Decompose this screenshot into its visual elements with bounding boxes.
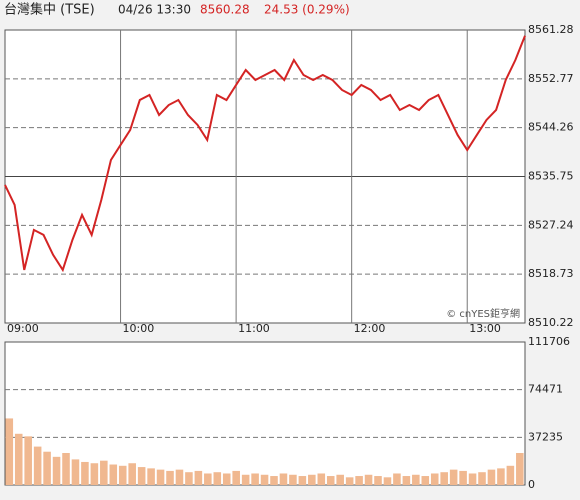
volume-bar bbox=[487, 469, 496, 485]
y-tick-label: 8561.28 bbox=[528, 23, 574, 36]
volume-bar bbox=[81, 461, 89, 485]
x-tick-label: 10:00 bbox=[123, 322, 155, 335]
volume-bar bbox=[204, 473, 212, 485]
volume-bar bbox=[279, 473, 288, 485]
volume-bar bbox=[345, 477, 354, 485]
y-tick-label: 8544.26 bbox=[528, 121, 574, 134]
x-tick-label: 12:00 bbox=[354, 322, 386, 335]
volume-bar bbox=[289, 474, 297, 485]
volume-bar bbox=[506, 465, 515, 485]
y-tick-label: 111706 bbox=[528, 335, 570, 348]
volume-bar bbox=[402, 476, 411, 485]
volume-bar bbox=[393, 473, 401, 485]
volume-bar bbox=[33, 446, 42, 485]
volume-bar bbox=[241, 474, 250, 485]
volume-bar bbox=[14, 433, 23, 485]
volume-bar bbox=[478, 472, 486, 485]
volume-bar bbox=[374, 476, 382, 485]
y-tick-label: 37235 bbox=[528, 430, 563, 443]
volume-bar bbox=[156, 469, 165, 485]
volume-bar bbox=[43, 451, 51, 485]
volume-bar bbox=[449, 469, 458, 485]
volume-bar bbox=[298, 476, 307, 485]
volume-bar bbox=[459, 470, 467, 485]
volume-bar bbox=[166, 470, 174, 485]
volume-bar bbox=[52, 456, 61, 485]
volume-bar bbox=[175, 469, 184, 485]
volume-bar bbox=[468, 473, 477, 485]
volume-panel bbox=[4, 341, 526, 486]
volume-bar bbox=[147, 468, 155, 485]
volume-bar bbox=[421, 476, 430, 485]
volume-bar bbox=[440, 472, 448, 485]
y-tick-label: 8510.22 bbox=[528, 316, 574, 329]
price-line bbox=[4, 35, 526, 273]
volume-bar bbox=[194, 470, 203, 485]
volume-bar bbox=[430, 473, 439, 485]
volume-bar bbox=[497, 468, 505, 485]
volume-bar bbox=[100, 460, 108, 485]
volume-bar bbox=[355, 476, 363, 485]
y-tick-label: 74471 bbox=[528, 383, 563, 396]
volume-bar bbox=[270, 476, 278, 485]
volume-bar bbox=[232, 470, 240, 485]
volume-bar bbox=[213, 472, 222, 485]
volume-bar bbox=[222, 473, 231, 485]
volume-bar bbox=[251, 473, 259, 485]
x-tick-label: 11:00 bbox=[238, 322, 270, 335]
datetime: 04/26 13:30 bbox=[118, 3, 191, 17]
volume-bar bbox=[260, 474, 269, 485]
x-tick-label: 09:00 bbox=[7, 322, 39, 335]
volume-bar bbox=[516, 452, 524, 485]
volume-bar bbox=[383, 477, 392, 485]
volume-bar bbox=[62, 452, 70, 485]
index-name: 台灣集中 (TSE) bbox=[4, 2, 95, 18]
volume-bar bbox=[71, 459, 80, 485]
volume-bar bbox=[109, 464, 118, 485]
volume-bar bbox=[308, 474, 316, 485]
price: 8560.28 bbox=[200, 3, 250, 17]
volume-bar bbox=[5, 418, 14, 485]
y-tick-label: 0 bbox=[528, 478, 535, 491]
volume-bar bbox=[412, 474, 420, 485]
volume-bar bbox=[336, 474, 344, 485]
change: 24.53 (0.29%) bbox=[264, 3, 350, 17]
y-tick-label: 8527.24 bbox=[528, 218, 574, 231]
volume-bar bbox=[364, 474, 373, 485]
volume-bar bbox=[326, 476, 335, 485]
x-tick-label: 13:00 bbox=[469, 322, 501, 335]
watermark: © cnYES鉅亨網 bbox=[446, 307, 520, 320]
volume-bar bbox=[137, 467, 146, 485]
y-tick-label: 8535.75 bbox=[528, 170, 574, 183]
volume-bar bbox=[185, 472, 193, 485]
volume-bar bbox=[90, 463, 99, 485]
volume-bar bbox=[24, 436, 32, 485]
volume-bar bbox=[118, 465, 127, 485]
volume-bar bbox=[128, 463, 136, 485]
y-tick-label: 8518.73 bbox=[528, 267, 574, 280]
volume-bar bbox=[317, 473, 326, 485]
y-tick-label: 8552.77 bbox=[528, 72, 574, 85]
